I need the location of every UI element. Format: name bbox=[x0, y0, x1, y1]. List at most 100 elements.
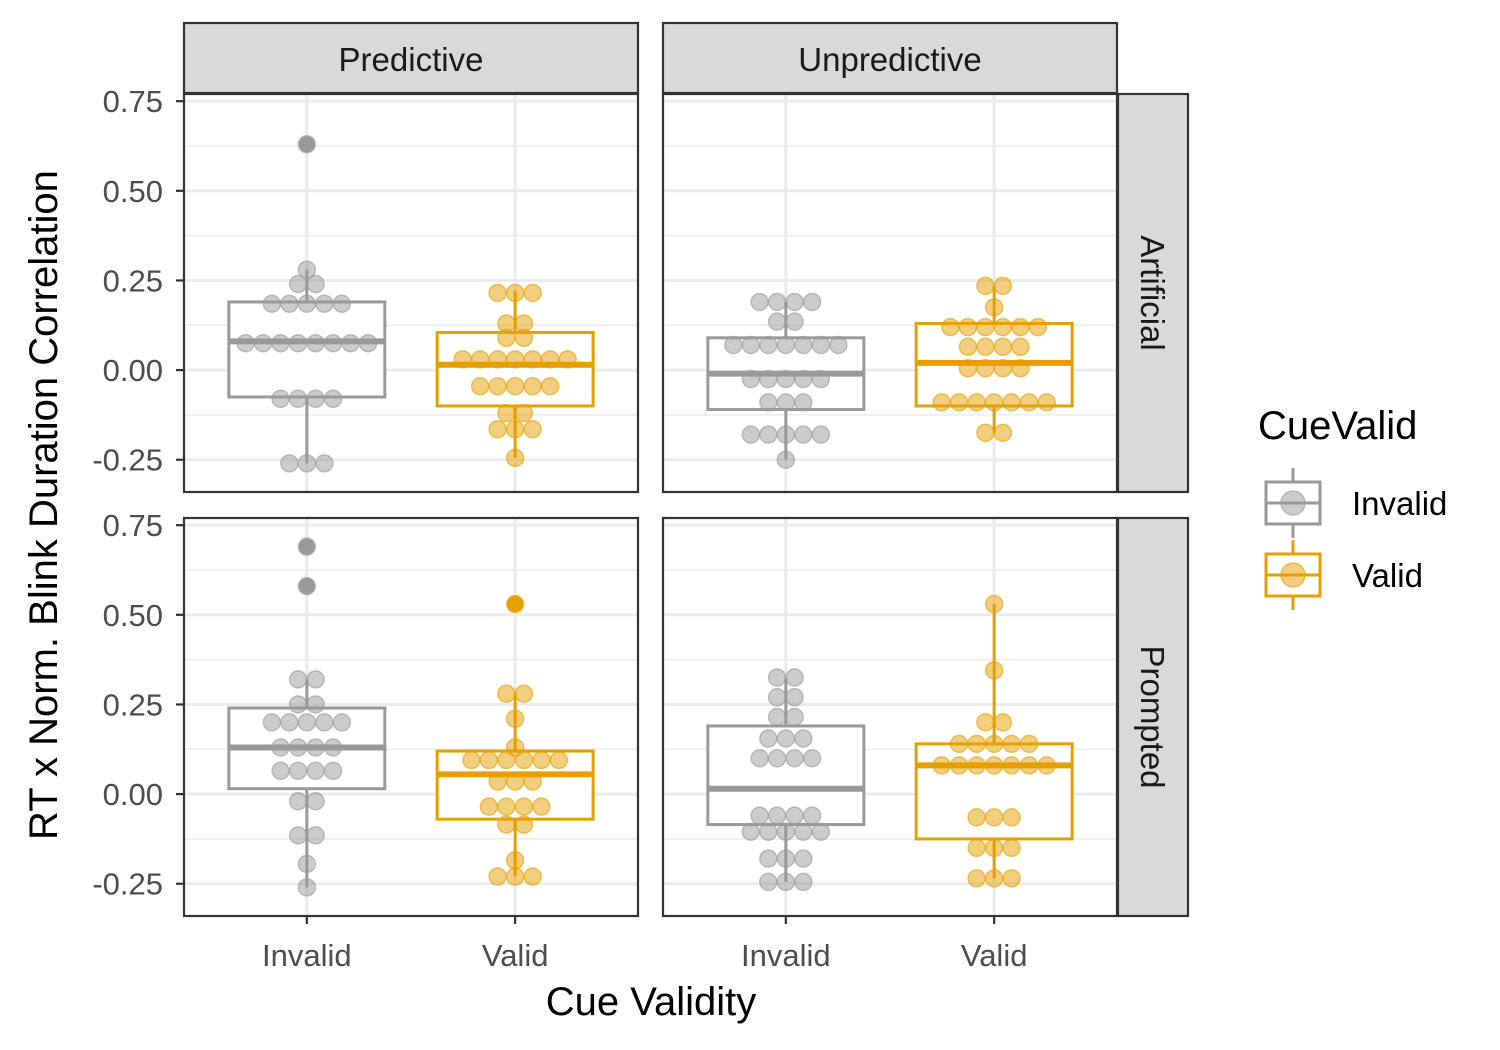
data-point bbox=[976, 276, 995, 296]
data-point bbox=[297, 878, 317, 897]
data-point bbox=[523, 867, 542, 886]
legend-key-dot bbox=[1280, 562, 1306, 588]
data-point bbox=[767, 312, 787, 331]
data-point bbox=[741, 335, 761, 355]
data-point bbox=[323, 738, 343, 757]
data-point bbox=[523, 772, 542, 791]
box-group-invalid bbox=[227, 134, 387, 473]
data-point bbox=[306, 738, 325, 757]
data-point bbox=[794, 729, 813, 748]
data-point bbox=[470, 350, 490, 369]
box bbox=[227, 300, 387, 399]
data-point bbox=[794, 822, 813, 841]
data-point bbox=[288, 333, 308, 353]
data-point bbox=[297, 260, 317, 279]
data-point bbox=[306, 761, 325, 781]
data-point bbox=[811, 369, 831, 389]
data-point bbox=[785, 707, 804, 727]
data-point bbox=[288, 389, 308, 409]
data-point bbox=[984, 661, 1004, 680]
box-group-invalid bbox=[706, 292, 866, 469]
data-point bbox=[741, 369, 761, 389]
data-point bbox=[1002, 838, 1021, 858]
data-point bbox=[776, 872, 796, 892]
data-point bbox=[558, 350, 577, 369]
data-point bbox=[497, 328, 516, 348]
data-point bbox=[514, 684, 534, 703]
data-point bbox=[514, 797, 534, 816]
data-point bbox=[802, 806, 822, 825]
data-point bbox=[941, 317, 960, 337]
data-point bbox=[976, 337, 995, 357]
data-point bbox=[1002, 734, 1021, 754]
facet-label-row: Prompted bbox=[1134, 645, 1171, 788]
data-point bbox=[1002, 756, 1021, 775]
data-point bbox=[1011, 359, 1030, 378]
data-point bbox=[1028, 317, 1048, 337]
data-point bbox=[1011, 317, 1030, 337]
data-point bbox=[759, 729, 778, 748]
data-point bbox=[271, 738, 290, 757]
data-point bbox=[505, 350, 525, 369]
box-group-valid bbox=[435, 283, 595, 468]
data-point bbox=[315, 713, 334, 732]
data-point bbox=[505, 420, 525, 439]
data-point bbox=[759, 425, 778, 444]
x-axis-title: Cue Validity bbox=[546, 980, 756, 1024]
data-point bbox=[958, 337, 978, 357]
y-tick-label: 0.25 bbox=[103, 263, 163, 298]
data-point bbox=[479, 797, 499, 816]
panel-border bbox=[182, 92, 640, 494]
data-point bbox=[505, 867, 525, 886]
data-point bbox=[332, 294, 352, 314]
y-tick-label: 0.50 bbox=[103, 598, 163, 633]
data-point bbox=[497, 797, 516, 816]
data-point bbox=[288, 274, 308, 294]
data-point bbox=[297, 537, 317, 556]
box-group-valid bbox=[435, 594, 595, 886]
data-point bbox=[505, 594, 525, 614]
data-point bbox=[514, 328, 534, 348]
data-point bbox=[497, 815, 516, 834]
data-point bbox=[829, 335, 848, 355]
data-point bbox=[949, 756, 969, 775]
data-point bbox=[488, 772, 507, 791]
data-point bbox=[767, 688, 787, 707]
data-point bbox=[984, 869, 1004, 888]
data-point bbox=[967, 869, 986, 888]
data-point bbox=[993, 317, 1013, 337]
facet-strip-artificial bbox=[1116, 92, 1190, 494]
data-point bbox=[932, 756, 951, 775]
data-point bbox=[540, 350, 560, 369]
data-point bbox=[1019, 393, 1039, 412]
legend-item-valid: Valid bbox=[1264, 540, 1423, 610]
data-point bbox=[488, 350, 507, 369]
facet-label-column: Predictive bbox=[339, 41, 484, 78]
panel-border bbox=[661, 92, 1119, 494]
data-point bbox=[724, 335, 743, 355]
data-point bbox=[1002, 393, 1021, 412]
data-point bbox=[297, 134, 317, 154]
data-point bbox=[288, 761, 308, 781]
data-point bbox=[785, 806, 804, 825]
x-tick-label: Invalid bbox=[262, 938, 352, 973]
legend-label: Invalid bbox=[1352, 485, 1447, 522]
data-point bbox=[794, 369, 813, 389]
data-point bbox=[984, 808, 1004, 827]
data-point bbox=[288, 670, 308, 689]
data-point bbox=[532, 797, 551, 816]
data-point bbox=[802, 292, 822, 312]
data-point bbox=[306, 695, 325, 714]
data-point bbox=[505, 709, 525, 729]
data-point bbox=[794, 393, 813, 412]
data-point bbox=[759, 849, 778, 868]
data-point bbox=[262, 713, 282, 732]
data-point bbox=[306, 333, 325, 353]
data-point bbox=[993, 359, 1013, 378]
data-point bbox=[776, 393, 796, 412]
data-point bbox=[993, 713, 1013, 732]
data-point bbox=[794, 872, 813, 892]
legend-label: Valid bbox=[1352, 557, 1423, 594]
data-point bbox=[767, 707, 787, 727]
data-point bbox=[505, 448, 525, 468]
